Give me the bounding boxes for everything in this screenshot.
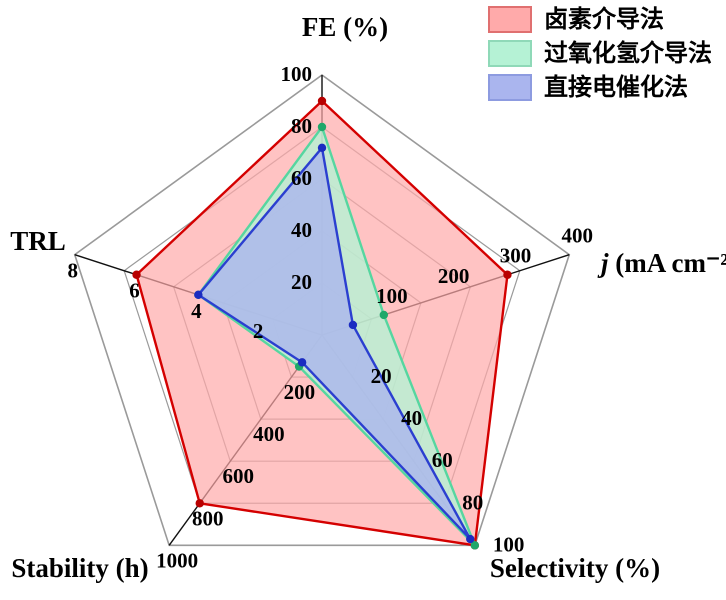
legend: 卤素介导法 过氧化氢介导法 直接电催化法 (488, 6, 712, 101)
legend-item-direct-electrocatalysis: 直接电催化法 (488, 74, 712, 101)
axis-title: Selectivity (%) (490, 553, 660, 583)
legend-swatch-halogen-mediated (488, 6, 532, 33)
tick-label: 600 (223, 464, 255, 488)
data-point (503, 270, 512, 279)
data-point (132, 270, 141, 279)
axis-title: Stability (h) (11, 553, 148, 583)
tick-label: 4 (191, 299, 202, 323)
legend-label-halogen-mediated: 卤素介导法 (544, 6, 664, 33)
tick-label: 20 (371, 364, 392, 388)
tick-label: 40 (291, 218, 312, 242)
tick-label: 20 (291, 270, 312, 294)
data-point (195, 499, 204, 508)
axis-title: j (mA cm⁻²) (597, 248, 726, 278)
tick-label: 40 (401, 406, 422, 430)
tick-label: 6 (129, 279, 140, 303)
tick-label: 2 (253, 319, 264, 343)
legend-label-direct-electrocatalysis: 直接电催化法 (544, 74, 688, 101)
data-point (348, 320, 358, 330)
legend-label-h2o2-mediated: 过氧化氢介导法 (544, 40, 712, 67)
legend-swatch-direct-electrocatalysis (488, 74, 532, 101)
tick-label: 8 (67, 259, 78, 283)
tick-label: 60 (432, 448, 453, 472)
legend-item-halogen-mediated: 卤素介导法 (488, 6, 712, 33)
tick-label: 400 (562, 224, 594, 248)
tick-label: 200 (438, 264, 470, 288)
tick-label: 80 (291, 114, 312, 138)
tick-label: 80 (462, 490, 483, 514)
data-point (317, 122, 327, 132)
tick-label: 400 (253, 422, 285, 446)
data-point (297, 358, 307, 367)
tick-label: 800 (192, 506, 224, 530)
tick-label: 1000 (156, 548, 198, 572)
tick-label: 100 (281, 62, 313, 86)
series-polygon (197, 146, 472, 541)
legend-swatch-h2o2-mediated (488, 40, 532, 67)
tick-label: 60 (291, 166, 312, 190)
data-point (194, 290, 203, 300)
data-point (317, 143, 327, 152)
data-point (470, 541, 480, 550)
grid-ring (73, 74, 571, 547)
axis-title: TRL (10, 226, 66, 256)
tick-label: 200 (284, 380, 316, 404)
data-point (379, 310, 389, 320)
data-point (466, 534, 475, 544)
tick-label: 100 (376, 284, 408, 308)
legend-item-h2o2-mediated: 过氧化氢介导法 (488, 40, 712, 67)
data-point (317, 96, 327, 106)
tick-label: 300 (500, 244, 532, 268)
tick-label: 100 (493, 532, 525, 556)
axis-title: FE (%) (302, 12, 388, 42)
